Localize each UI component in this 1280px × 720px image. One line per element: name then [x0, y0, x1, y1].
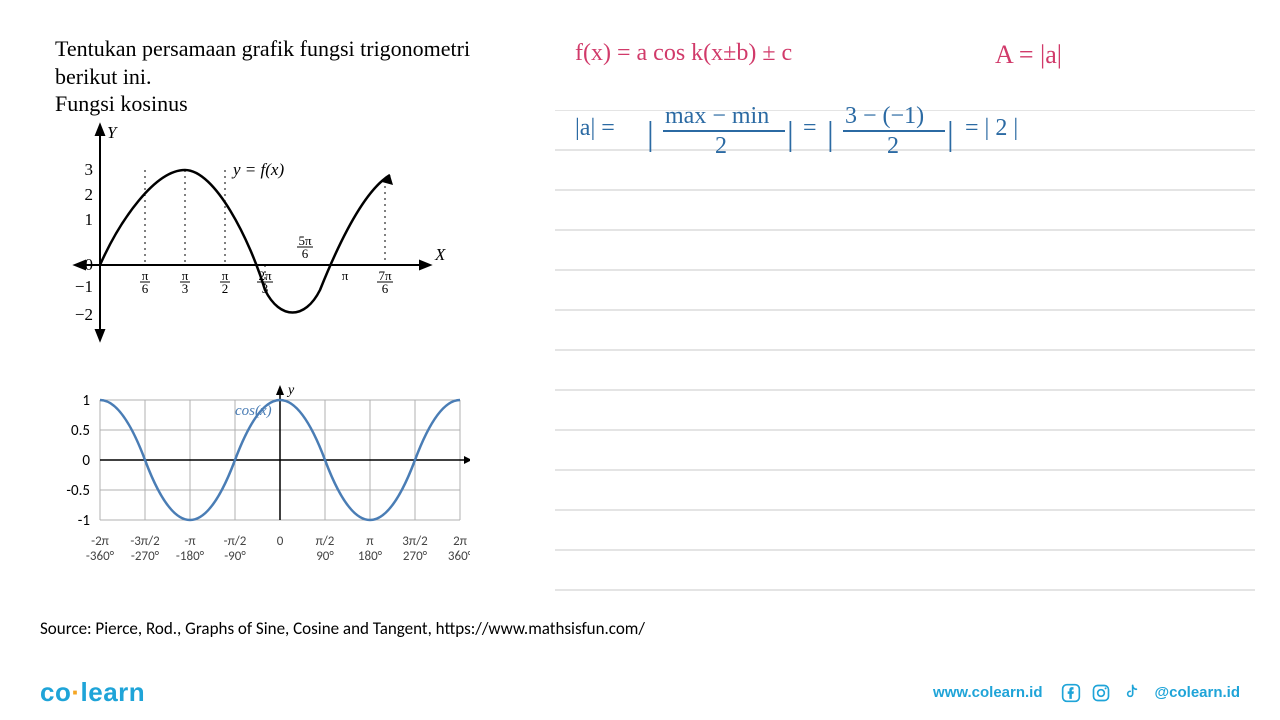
- question-text: Tentukan persamaan grafik fungsi trigono…: [55, 35, 515, 118]
- svg-text:360°: 360°: [448, 549, 470, 564]
- svg-text:3: 3: [182, 281, 189, 296]
- svg-text:|: |: [827, 116, 834, 153]
- brand-learn: learn: [81, 677, 146, 707]
- svg-text:0: 0: [277, 534, 284, 549]
- svg-text:-0.5: -0.5: [66, 482, 90, 500]
- hw-eq3: |a| = | max − min 2 | = | 3 − (−1) 2 | =…: [565, 95, 1125, 165]
- svg-text:-2π: -2π: [91, 534, 109, 549]
- svg-text:-1: -1: [78, 512, 90, 530]
- svg-text:2: 2: [715, 133, 727, 159]
- svg-text:-180°: -180°: [176, 549, 205, 564]
- svg-text:6: 6: [382, 281, 389, 296]
- svg-text:3: 3: [85, 160, 94, 179]
- svg-text:π: π: [366, 534, 373, 549]
- svg-text:2: 2: [887, 133, 899, 159]
- brand-logo: co·learn: [40, 677, 145, 708]
- svg-text:6: 6: [142, 281, 149, 296]
- question-line1: Tentukan persamaan grafik fungsi trigono…: [55, 35, 515, 63]
- svg-text:π: π: [342, 268, 349, 283]
- svg-text:|: |: [647, 116, 654, 153]
- svg-text:90°: 90°: [316, 549, 334, 564]
- svg-text:=: =: [803, 115, 817, 141]
- svg-text:0.5: 0.5: [71, 422, 90, 440]
- svg-text:= | 2 |: = | 2 |: [965, 115, 1018, 141]
- social-handle: @colearn.id: [1155, 684, 1240, 701]
- instagram-icon: [1091, 683, 1111, 703]
- svg-text:Y: Y: [107, 123, 118, 142]
- svg-text:-π/2: -π/2: [224, 534, 247, 549]
- svg-text:y: y: [286, 383, 295, 398]
- svg-text:|: |: [947, 116, 954, 153]
- footer-url: www.colearn.id: [933, 684, 1042, 701]
- svg-text:|: |: [787, 116, 794, 153]
- svg-text:3 − (−1): 3 − (−1): [845, 103, 924, 129]
- svg-text:2: 2: [222, 281, 229, 296]
- question-line2: berikut ini.: [55, 63, 515, 91]
- svg-text:270°: 270°: [403, 549, 428, 564]
- svg-text:X: X: [434, 245, 446, 264]
- tiktok-icon: [1121, 683, 1141, 703]
- source-citation: Source: Pierce, Rod., Graphs of Sine, Co…: [40, 618, 645, 639]
- handwriting-area: f(x) = a cos k(x±b) ± c A = |a| |a| = | …: [565, 40, 1245, 440]
- problem-chart: 3 2 1 0 −1 −2 Y X π6 π3 π2 2π3 π 7π6 5π6…: [55, 120, 455, 350]
- svg-text:2π: 2π: [453, 534, 467, 549]
- svg-text:-270°: -270°: [131, 549, 160, 564]
- cosine-reference-chart: y x cos(x) 1 0.5 0 -0.5 -1 -2π-360° -3π/…: [40, 370, 470, 605]
- question-line3: Fungsi kosinus: [55, 90, 515, 118]
- svg-text:-π: -π: [184, 534, 195, 549]
- svg-text:|a| =: |a| =: [575, 115, 615, 141]
- svg-text:3π/2: 3π/2: [402, 534, 428, 549]
- svg-text:-3π/2: -3π/2: [130, 534, 160, 549]
- svg-text:0: 0: [82, 452, 90, 470]
- brand-dot: ·: [71, 677, 80, 707]
- footer: co·learn www.colearn.id @colearn.id: [0, 665, 1280, 720]
- svg-text:-90°: -90°: [224, 549, 246, 564]
- svg-text:1: 1: [82, 392, 90, 410]
- svg-text:2: 2: [85, 185, 94, 204]
- svg-text:π/2: π/2: [316, 534, 335, 549]
- svg-text:-360°: -360°: [86, 549, 115, 564]
- hw-eq2: A = |a|: [995, 40, 1062, 70]
- facebook-icon: [1061, 683, 1081, 703]
- hw-eq1: f(x) = a cos k(x±b) ± c: [575, 40, 792, 67]
- svg-text:1: 1: [85, 210, 94, 229]
- svg-text:0: 0: [85, 255, 94, 274]
- svg-text:180°: 180°: [358, 549, 383, 564]
- social-icons: @colearn.id: [1061, 683, 1240, 703]
- svg-text:−1: −1: [75, 277, 93, 296]
- svg-text:−2: −2: [75, 305, 93, 324]
- svg-text:max − min: max − min: [665, 103, 769, 129]
- brand-co: co: [40, 677, 71, 707]
- svg-text:6: 6: [302, 246, 309, 261]
- svg-text:y = f(x): y = f(x): [231, 160, 284, 179]
